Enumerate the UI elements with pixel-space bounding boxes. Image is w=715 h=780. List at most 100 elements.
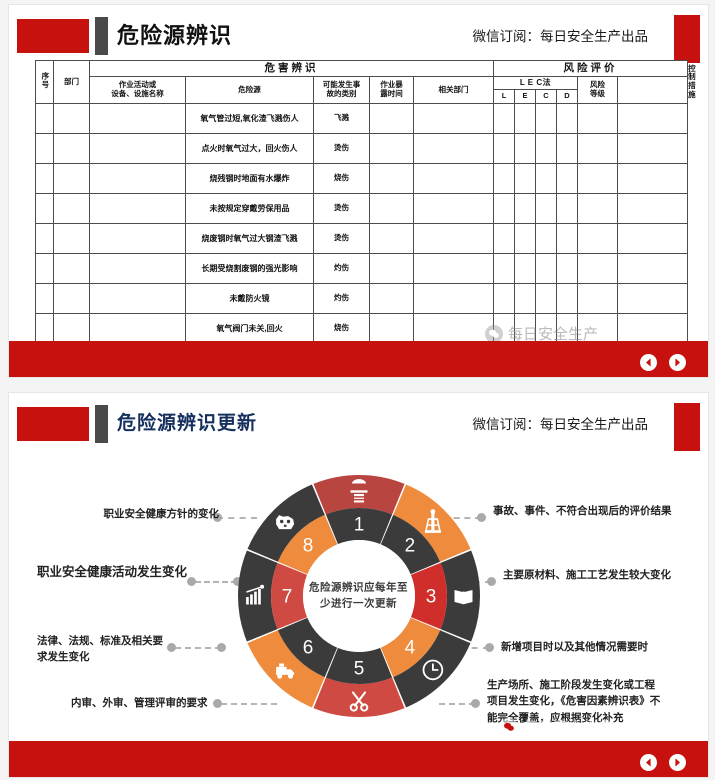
col-header-exposure-time-l2: 露时间 (380, 89, 403, 98)
donut-inner-seg-2 (380, 514, 440, 575)
header-subtitle: 微信订阅：每日安全生产出品 (472, 29, 649, 44)
scissors-icon (349, 691, 368, 712)
bar-chart-icon (245, 584, 264, 605)
cell-e (514, 283, 536, 314)
cell-d (556, 103, 578, 134)
cell-act (89, 133, 186, 164)
cell-cat: 飞溅 (313, 103, 370, 134)
footer-bar-top (9, 341, 708, 377)
clock-icon (422, 659, 443, 681)
truck-icon (275, 663, 294, 679)
header-red-block-left (17, 19, 89, 53)
donut-inner-seg-1 (325, 508, 392, 545)
page-title: 危险源辨识 (117, 23, 233, 48)
label-policy-change: 职业安全健康方针的变化 (103, 508, 220, 520)
cell-e (514, 133, 536, 164)
cell-ctl (616, 103, 689, 134)
cell-c (535, 103, 557, 134)
header-red-block-right-2 (674, 403, 700, 451)
col-header-risk-level-l2: 等级 (590, 89, 605, 98)
donut-inner-ring (270, 508, 447, 684)
cell-src: 氧气阀门未关,回火 (185, 313, 314, 344)
col-header-related-dept: 相关部门 (413, 76, 494, 104)
cell-src: 点火时氧气过大，回火伤人 (185, 133, 314, 164)
col-header-risk-level: 风险 等级 (577, 76, 618, 104)
next-button-2[interactable] (669, 754, 686, 771)
col-group-lec: L E C法 (493, 76, 578, 90)
connector-dot-right-2 (487, 577, 496, 586)
connector-dot-left-2b (233, 577, 242, 586)
cell-lvl (577, 193, 618, 224)
cell-l (493, 163, 515, 194)
header-red-block-left-2 (17, 407, 89, 441)
cell-lvl (577, 163, 618, 194)
cell-cat: 烧伤 (313, 163, 370, 194)
cell-ctl (616, 133, 689, 164)
donut-number-1: 1 (353, 515, 364, 536)
cell-time (369, 283, 414, 314)
col-header-lec-e: E (514, 89, 536, 104)
cell-e (514, 313, 536, 344)
slide-header-2: 危险源辨识更新 微信订阅：每日安全生产出品 (9, 393, 708, 451)
label-legal-change: 法律、法规、标准及相关要求发生变化 (37, 635, 163, 664)
cell-rel (413, 313, 494, 344)
cell-e (514, 193, 536, 224)
cell-lvl (577, 283, 618, 314)
donut-inner-seg-5 (325, 647, 392, 684)
cell-rel (413, 223, 494, 254)
col-header-dept: 部门 (53, 60, 90, 104)
cell-time (369, 223, 414, 254)
connector-left-3 (175, 647, 221, 649)
hazard-table-wrapper: 序号 部门 危害辨识 风险评价 控制措施 作业活动或 设备、设施名称 危险源 (35, 60, 696, 374)
cell-dept (53, 223, 90, 254)
cell-act (89, 103, 186, 134)
cell-ctl (616, 223, 689, 254)
col-header-exposure-time: 作业暴 露时间 (369, 76, 414, 104)
cell-act (89, 193, 186, 224)
col-group-hazard-identification: 危害辨识 (89, 60, 494, 77)
col-header-lec-c: C (535, 89, 557, 104)
donut-inner-seg-7 (270, 562, 307, 630)
slide-hazard-identification: 危险源辨识 微信订阅：每日安全生产出品 序号 部门 (8, 4, 709, 378)
connector-right-3 (449, 647, 489, 649)
cell-no (35, 313, 54, 344)
prev-button[interactable] (640, 354, 657, 371)
cell-l (493, 283, 515, 314)
cell-dept (53, 163, 90, 194)
cell-rel (413, 133, 494, 164)
cell-e (514, 223, 536, 254)
next-button[interactable] (669, 354, 686, 371)
connector-dot-left-2 (187, 577, 196, 586)
donut-inner-seg-8 (277, 514, 337, 575)
hardhat-worker-icon (350, 479, 367, 503)
footer-bar-bottom (9, 741, 708, 777)
cell-rel (413, 283, 494, 314)
donut-inner-seg-3 (410, 562, 447, 630)
donut-number-4: 4 (404, 637, 415, 658)
col-group-risk-evaluation: 风险评价 (492, 60, 689, 77)
cell-act (89, 313, 186, 344)
cell-src: 烧废钢时氧气过大钢渣飞溅 (185, 223, 314, 254)
col-header-no: 序号 (35, 60, 54, 104)
cell-cat: 烫伤 (313, 133, 370, 164)
donut-number-5: 5 (353, 659, 364, 680)
label-new-project: 新增项目时以及其他情况需要时 (501, 641, 648, 653)
table-sub-header-row: 作业活动或 设备、设施名称 危险源 可能发生事 故的类别 作业暴 露时间 相关部… (36, 76, 688, 104)
cell-cat: 灼伤 (313, 283, 370, 314)
cell-c (535, 283, 557, 314)
slide-hazard-identification-update: 危险源辨识更新 微信订阅：每日安全生产出品 (8, 392, 709, 778)
donut-number-3: 3 (425, 587, 436, 608)
cell-src: 未戴防火镜 (185, 283, 314, 314)
cell-cat: 烫伤 (313, 223, 370, 254)
connector-left-1 (217, 517, 257, 519)
cell-c (535, 253, 557, 284)
table-row: 长期受烧割废钢的强光影响 灼伤 (35, 253, 689, 284)
prev-button-2[interactable] (640, 754, 657, 771)
connector-dot-right-4 (471, 699, 480, 708)
cell-l (493, 103, 515, 134)
col-header-lec-l: L (493, 89, 515, 104)
donut-inner-seg-6 (277, 617, 337, 678)
col-header-exposure-time-l1: 作业暴 (380, 80, 403, 90)
tower-crane-icon (424, 509, 441, 533)
cell-act (89, 253, 186, 284)
